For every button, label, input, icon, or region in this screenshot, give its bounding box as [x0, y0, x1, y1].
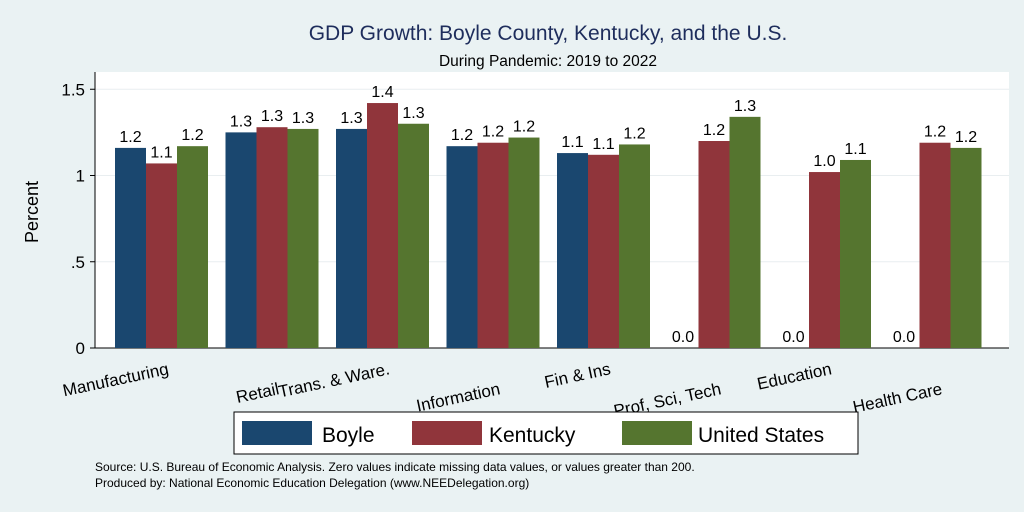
y-tick-label: 1 — [76, 167, 85, 186]
bar-united-states — [177, 146, 208, 348]
bar-united-states — [287, 128, 319, 348]
data-label: 1.1 — [150, 144, 172, 161]
bar-kentucky — [698, 141, 730, 348]
data-label: 1.3 — [734, 98, 756, 115]
y-ticks: 0 .5 1 1.5 — [61, 80, 95, 358]
y-tick-label: 0 — [76, 339, 85, 358]
data-label: 1.3 — [292, 110, 314, 127]
data-label: 0.0 — [782, 329, 804, 346]
bar-united-states — [619, 144, 650, 348]
data-label: 1.2 — [513, 119, 535, 136]
data-label: 1.2 — [924, 124, 946, 141]
data-label: 1.1 — [844, 141, 866, 158]
bar-kentucky — [256, 127, 288, 348]
data-label: 1.3 — [230, 113, 252, 130]
chart-subtitle: During Pandemic: 2019 to 2022 — [439, 53, 657, 70]
bar-kentucky — [919, 142, 951, 348]
data-label: 1.0 — [813, 153, 835, 170]
legend-swatch — [622, 421, 692, 445]
bar-kentucky — [588, 154, 619, 348]
legend-label: Boyle — [322, 424, 375, 447]
data-label: 1.2 — [181, 127, 203, 144]
data-label: 1.2 — [623, 125, 645, 142]
bar-boyle — [336, 128, 367, 348]
data-label: 1.2 — [955, 129, 977, 146]
bar-kentucky — [367, 103, 398, 348]
produced-by-note: Produced by: National Economic Education… — [95, 476, 529, 490]
y-tick-label: .5 — [71, 253, 85, 272]
legend: Boyle Kentucky United States — [233, 411, 859, 455]
legend-box — [233, 411, 859, 455]
data-label: 1.2 — [119, 129, 141, 146]
data-label: 1.3 — [261, 108, 283, 125]
data-label: 1.2 — [482, 124, 504, 141]
x-tick-label: Health Care — [851, 379, 944, 416]
x-tick-label: Education — [755, 359, 833, 393]
bar-united-states — [398, 123, 429, 348]
bar-kentucky — [809, 172, 840, 348]
x-tick-label: Trans. & Ware. — [277, 359, 392, 401]
chart-title: GDP Growth: Boyle County, Kentucky, and … — [309, 22, 788, 45]
bar-boyle — [115, 147, 146, 348]
bars — [115, 103, 982, 348]
data-labels: 1.2 1.1 1.2 1.3 1.3 1.3 1.3 1.4 1.3 1.2 1.2 1.2 1.1 1… — [119, 84, 977, 346]
data-label: 1.1 — [561, 134, 583, 151]
bar-boyle — [446, 146, 478, 348]
bar-boyle — [557, 153, 588, 348]
data-label: 0.0 — [672, 329, 694, 346]
data-label: 1.1 — [592, 136, 614, 153]
data-label: 1.3 — [402, 105, 424, 122]
bar-united-states — [508, 137, 540, 348]
legend-swatch — [412, 421, 482, 445]
legend-swatch — [242, 421, 312, 445]
bar-united-states — [729, 116, 761, 348]
x-tick-label: Manufacturing — [61, 359, 170, 400]
bar-kentucky — [477, 142, 509, 348]
bar-united-states — [950, 147, 982, 348]
x-tick-label: Fin & Ins — [543, 359, 613, 392]
data-label: 0.0 — [893, 329, 915, 346]
data-label: 1.2 — [703, 122, 725, 139]
legend-label: United States — [698, 424, 824, 447]
source-note: Source: U.S. Bureau of Economic Analysis… — [95, 460, 695, 474]
bar-united-states — [840, 159, 871, 348]
y-axis-label: Percent — [22, 181, 42, 243]
data-label: 1.2 — [451, 127, 473, 144]
x-tick-label: Information — [415, 379, 502, 415]
legend-items: Boyle Kentucky United States — [242, 421, 824, 447]
bar-boyle — [225, 132, 257, 348]
bar-kentucky — [146, 163, 177, 348]
data-label: 1.3 — [340, 110, 362, 127]
data-label: 1.4 — [371, 84, 393, 101]
legend-label: Kentucky — [489, 424, 576, 447]
y-tick-label: 1.5 — [61, 80, 85, 99]
x-tick-label: Retail — [234, 379, 280, 407]
